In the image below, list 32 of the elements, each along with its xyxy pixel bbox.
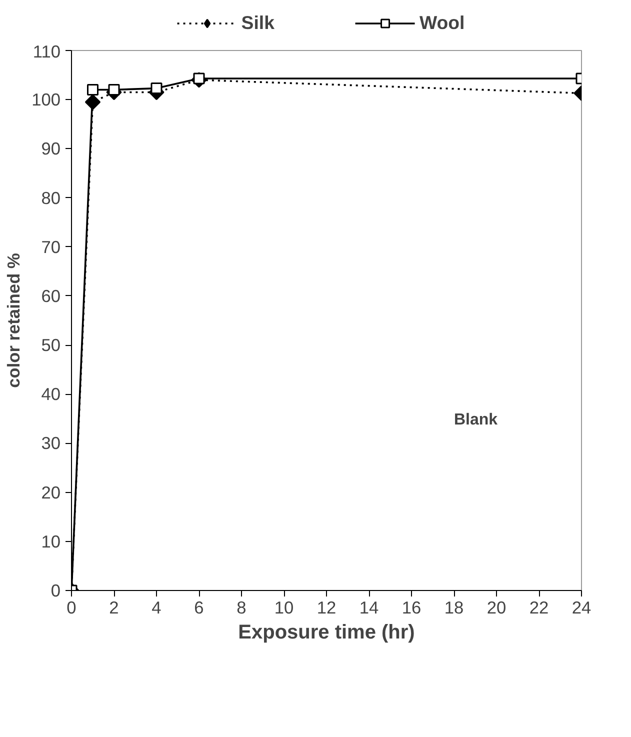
- legend-label: Wool: [419, 12, 465, 34]
- y-axis-title: color retained %: [4, 253, 24, 388]
- y-tick-label: 70: [41, 236, 61, 257]
- x-tick-label: 10: [274, 598, 294, 618]
- legend-label: Silk: [241, 12, 274, 34]
- y-tick-label: 0: [50, 580, 61, 600]
- x-tick-label: 0: [66, 598, 76, 618]
- y-tick-label: 60: [41, 286, 61, 306]
- y-tick-label: 30: [41, 433, 61, 454]
- x-tick-label: 8: [236, 598, 246, 618]
- point: [87, 84, 98, 96]
- x-tick-label: 12: [316, 598, 336, 618]
- x-tick-label: 6: [194, 598, 204, 618]
- x-axis-title: Exposure time (hr): [238, 622, 415, 644]
- x-tick-label: 16: [402, 598, 422, 618]
- x-tick-label: 4: [152, 598, 162, 618]
- y-tick-label: 20: [41, 482, 61, 502]
- y-tick-label: 10: [41, 531, 61, 552]
- x-tick-label: 22: [529, 598, 549, 618]
- x-tick-label: 18: [444, 598, 464, 618]
- y-tick-label: 110: [32, 42, 61, 62]
- x-tick-label: 14: [359, 598, 379, 618]
- annotation: Blank: [454, 412, 498, 428]
- y-tick-label: 100: [32, 90, 61, 110]
- x-tick-label: 24: [572, 598, 592, 618]
- y-tick-label: 90: [41, 138, 61, 159]
- point: [108, 84, 120, 96]
- y-tick-label: 80: [41, 188, 61, 208]
- y-tick-label: 40: [41, 384, 61, 404]
- y-tick-label: 50: [41, 335, 61, 356]
- x-tick-label: 20: [486, 598, 506, 618]
- x-tick-label: 2: [109, 598, 119, 618]
